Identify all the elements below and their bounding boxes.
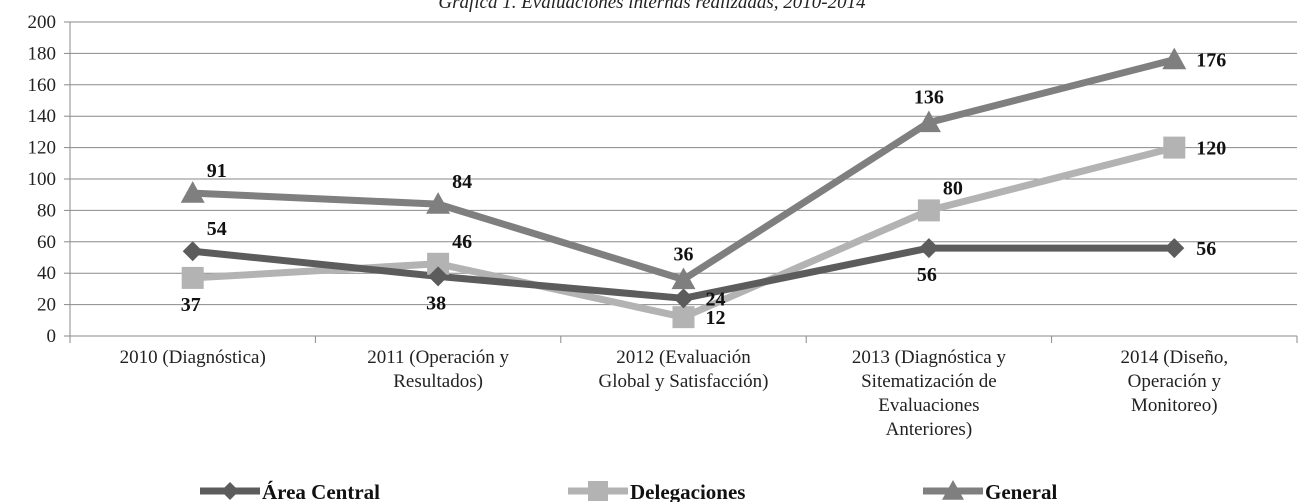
x-category-label: Monitoreo) — [1131, 395, 1218, 416]
data-label: 56 — [1196, 238, 1216, 260]
data-label: 136 — [914, 86, 944, 108]
triangle-marker — [180, 181, 205, 203]
x-category-label: Operación y — [1128, 371, 1222, 392]
axes — [64, 21, 1298, 343]
triangle-marker — [426, 192, 451, 214]
diamond-marker — [918, 238, 939, 259]
x-category-label: Global y Satisfacción) — [599, 371, 769, 392]
triangle-marker — [671, 267, 696, 290]
y-tick-label: 180 — [28, 43, 57, 64]
square-marker — [427, 252, 450, 275]
diamond-marker — [673, 288, 694, 309]
diamond-marker — [182, 241, 203, 262]
data-label: 91 — [207, 160, 227, 182]
data-label: 36 — [674, 243, 694, 265]
diamond-marker — [428, 266, 449, 287]
data-label: 120 — [1196, 138, 1226, 160]
chart-title: Gráfica 1. Evaluaciones internas realiza… — [438, 0, 866, 13]
y-tick-label: 140 — [28, 106, 57, 127]
y-tick-label: 200 — [28, 12, 57, 33]
data-labels: 54 38 24 56 56 37 46 12 80 120 91 84 36 136 176 — [181, 50, 1227, 329]
data-label: 54 — [207, 218, 227, 240]
square-marker — [181, 266, 204, 289]
square-marker — [1163, 136, 1186, 159]
series-markers — [180, 47, 1187, 329]
y-tick-label: 40 — [37, 263, 56, 284]
diamond-marker — [221, 482, 239, 500]
legend: Área Central Delegaciones General — [200, 480, 1057, 502]
x-category-label: Anteriores) — [886, 419, 973, 440]
x-category-label: 2014 (Diseño, — [1120, 347, 1228, 368]
y-tick-label: 0 — [47, 326, 57, 347]
x-category-label: 2012 (Evaluación — [616, 347, 751, 368]
y-tick-label: 60 — [37, 232, 56, 253]
x-category-label: 2010 (Diagnóstica) — [120, 347, 266, 368]
triangle-marker — [916, 110, 941, 133]
x-category-label: Resultados) — [393, 371, 483, 392]
triangle-marker — [1162, 47, 1187, 70]
data-label: 24 — [706, 288, 726, 310]
x-category-label: 2013 (Diagnóstica y — [852, 347, 1007, 368]
square-marker — [588, 481, 608, 501]
data-label: 176 — [1196, 50, 1226, 72]
legend-label: General — [985, 480, 1057, 502]
y-axis-ticks: 0 20 40 60 80 100 120 140 160 180 200 — [28, 12, 57, 347]
data-label: 38 — [426, 292, 446, 314]
diamond-marker — [1164, 238, 1185, 259]
y-tick-label: 80 — [37, 200, 56, 221]
data-label: 56 — [917, 264, 937, 286]
triangle-marker — [942, 480, 964, 500]
square-marker — [917, 199, 940, 222]
y-tick-label: 100 — [28, 169, 57, 190]
y-tick-label: 120 — [28, 138, 57, 159]
x-category-label: 2011 (Operación y — [367, 347, 509, 368]
x-category-label: Sitematización de — [861, 371, 997, 392]
legend-label: Delegaciones — [630, 480, 745, 502]
data-label: 46 — [452, 231, 472, 253]
y-tick-label: 20 — [37, 295, 56, 316]
data-label: 84 — [452, 171, 472, 193]
y-tick-label: 160 — [28, 75, 57, 96]
x-category-label: Evaluaciones — [878, 395, 979, 416]
data-label: 12 — [706, 307, 726, 329]
legend-label: Área Central — [262, 480, 380, 502]
data-label: 37 — [181, 294, 201, 316]
square-marker — [672, 306, 695, 329]
data-label: 80 — [943, 177, 963, 199]
x-axis-categories: 2010 (Diagnóstica) 2011 (Operación y Resul… — [120, 347, 1229, 440]
